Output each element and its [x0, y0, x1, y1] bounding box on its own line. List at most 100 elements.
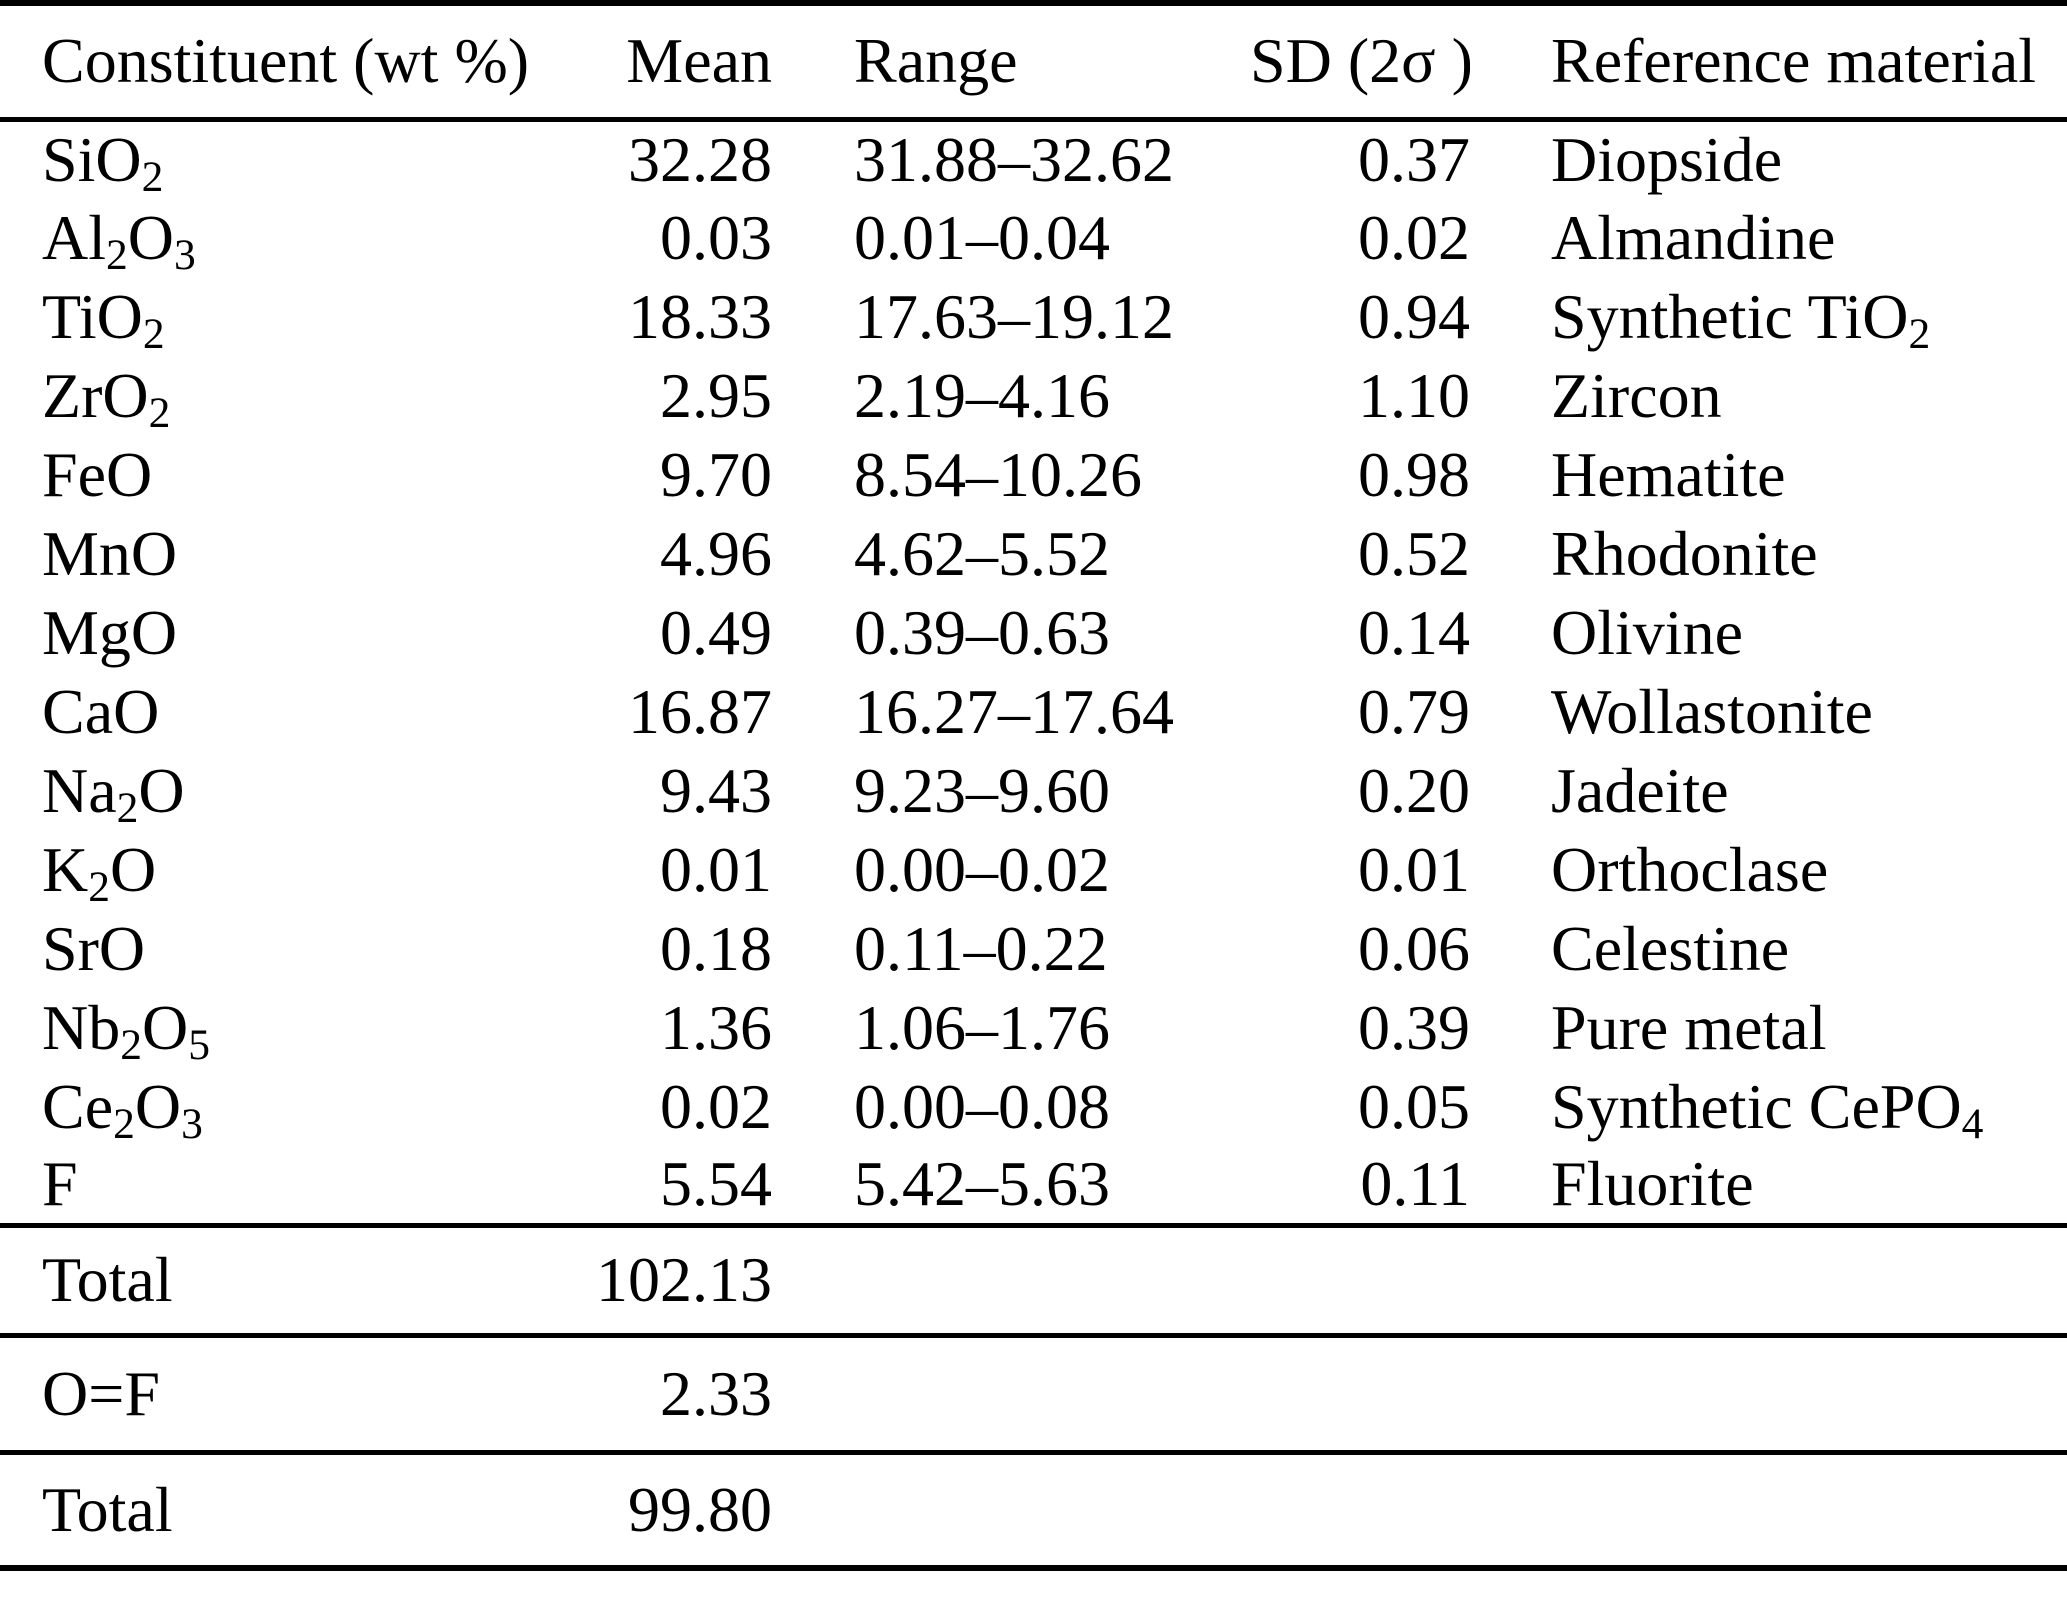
sd-cell: 0.20 — [1358, 754, 1470, 826]
sd-cell: 0.01 — [1358, 833, 1470, 905]
sd-cell: 0.11 — [1360, 1148, 1470, 1220]
table-row: FeO 9.70 8.54–10.26 0.98 Hematite — [0, 435, 2067, 514]
constituent-cell: SiO2 — [42, 123, 164, 198]
range-cell: 5.42–5.63 — [854, 1148, 1110, 1220]
mean-cell: 2.95 — [660, 359, 772, 431]
sd-cell: 0.02 — [1358, 201, 1470, 273]
reference-cell: Celestine — [1551, 912, 1790, 984]
range-cell: 0.39–0.63 — [854, 596, 1110, 668]
reference-cell: Fluorite — [1551, 1148, 1754, 1220]
constituent-cell: Nb2O5 — [42, 991, 210, 1067]
sd-cell: 0.05 — [1358, 1070, 1470, 1142]
constituent-cell: CaO — [42, 675, 160, 747]
total-gross-section: Total 102.13 — [0, 1225, 2067, 1335]
reference-cell: Olivine — [1551, 596, 1743, 668]
constituent-cell: Na2O — [42, 754, 185, 830]
constituent-cell: F — [42, 1148, 78, 1220]
reference-cell: Synthetic CePO4 — [1551, 1070, 1984, 1146]
mean-cell: 18.33 — [628, 280, 772, 352]
table-row: MgO 0.49 0.39–0.63 0.14 Olivine — [0, 593, 2067, 672]
mean-cell: 0.49 — [660, 596, 772, 668]
total-label: Total — [42, 1473, 173, 1545]
table-row: TiO2 18.33 17.63–19.12 0.94 Synthetic Ti… — [0, 277, 2067, 356]
constituent-cell: TiO2 — [42, 280, 165, 356]
reference-cell: Orthoclase — [1551, 833, 1829, 905]
col-header-sd: SD (2σ ) — [1250, 25, 1470, 97]
table-row: SrO 0.18 0.11–0.22 0.06 Celestine — [0, 909, 2067, 988]
sd-cell: 0.14 — [1358, 596, 1470, 668]
sd-cell: 0.98 — [1358, 438, 1470, 510]
mean-cell: 9.43 — [660, 754, 772, 826]
sd-cell: 0.52 — [1358, 517, 1470, 589]
oxygen-fluorine-correction-section: O=F 2.33 — [0, 1335, 2067, 1452]
constituent-cell: ZrO2 — [42, 359, 171, 435]
sd-cell: 0.39 — [1358, 991, 1470, 1063]
table-body: SiO2 32.28 31.88–32.62 0.37 Diopside Al2… — [0, 119, 2067, 1225]
range-cell: 8.54–10.26 — [854, 438, 1142, 510]
reference-cell: Almandine — [1551, 201, 1836, 273]
mean-cell: 0.18 — [660, 912, 772, 984]
mean-cell: 9.70 — [660, 438, 772, 510]
table-row: Nb2O5 1.36 1.06–1.76 0.39 Pure metal — [0, 988, 2067, 1067]
total-label: Total — [42, 1244, 173, 1315]
table-header: Constituent (wt %) Mean Range SD (2σ ) R… — [0, 3, 2067, 119]
of-correction-value: 2.33 — [660, 1357, 772, 1429]
mean-cell: 0.02 — [660, 1070, 772, 1142]
mean-cell: 16.87 — [628, 675, 772, 747]
sd-cell: 1.10 — [1358, 359, 1470, 431]
of-correction-label: O=F — [42, 1357, 160, 1429]
table-row: Al2O3 0.03 0.01–0.04 0.02 Almandine — [0, 198, 2067, 277]
empty-cell — [772, 1452, 2067, 1568]
range-cell: 4.62–5.52 — [854, 517, 1110, 589]
table-row: MnO 4.96 4.62–5.52 0.52 Rhodonite — [0, 514, 2067, 593]
range-cell: 0.01–0.04 — [854, 201, 1110, 273]
total-value: 99.80 — [628, 1473, 772, 1545]
header-row: Constituent (wt %) Mean Range SD (2σ ) R… — [0, 3, 2067, 119]
range-cell: 2.19–4.16 — [854, 359, 1110, 431]
sd-cell: 0.94 — [1358, 280, 1470, 352]
reference-cell: Hematite — [1551, 438, 1786, 510]
constituent-cell: MnO — [42, 517, 178, 589]
table-row: Na2O 9.43 9.23–9.60 0.20 Jadeite — [0, 751, 2067, 830]
table-row: CaO 16.87 16.27–17.64 0.79 Wollastonite — [0, 672, 2067, 751]
reference-cell: Wollastonite — [1551, 675, 1873, 747]
total-net-section: Total 99.80 — [0, 1452, 2067, 1568]
range-cell: 17.63–19.12 — [854, 280, 1174, 352]
range-cell: 0.11–0.22 — [854, 912, 1108, 984]
range-cell: 9.23–9.60 — [854, 754, 1110, 826]
col-header-range: Range — [854, 25, 1018, 97]
col-header-mean: Mean — [626, 25, 772, 97]
range-cell: 0.00–0.08 — [854, 1070, 1110, 1142]
table-row: ZrO2 2.95 2.19–4.16 1.10 Zircon — [0, 356, 2067, 435]
mean-cell: 0.03 — [660, 201, 772, 273]
mean-cell: 0.01 — [660, 833, 772, 905]
constituent-cell: Ce2O3 — [42, 1070, 203, 1146]
range-cell: 1.06–1.76 — [854, 991, 1110, 1063]
reference-cell: Pure metal — [1551, 991, 1827, 1063]
table-row: F 5.54 5.42–5.63 0.11 Fluorite — [0, 1146, 2067, 1225]
mean-cell: 1.36 — [660, 991, 772, 1063]
table-row: SiO2 32.28 31.88–32.62 0.37 Diopside — [0, 119, 2067, 198]
reference-cell: Rhodonite — [1551, 517, 1818, 589]
constituent-cell: SrO — [42, 912, 146, 984]
mean-cell: 4.96 — [660, 517, 772, 589]
mean-cell: 32.28 — [628, 123, 772, 195]
constituent-cell: Al2O3 — [42, 201, 196, 277]
sd-cell: 0.06 — [1358, 912, 1470, 984]
reference-cell: Synthetic TiO2 — [1551, 280, 1931, 356]
range-cell: 0.00–0.02 — [854, 833, 1110, 905]
range-cell: 31.88–32.62 — [854, 123, 1174, 195]
constituent-cell: K2O — [42, 833, 157, 909]
table-row: Ce2O3 0.02 0.00–0.08 0.05 Synthetic CePO… — [0, 1067, 2067, 1146]
col-header-constituent: Constituent (wt %) — [42, 25, 530, 97]
reference-cell: Diopside — [1551, 123, 1783, 195]
oxygen-fluorine-correction-row: O=F 2.33 — [0, 1335, 2067, 1452]
empty-cell — [772, 1225, 2067, 1335]
constituent-cell: FeO — [42, 438, 153, 510]
reference-cell: Zircon — [1551, 359, 1722, 431]
total-gross-row: Total 102.13 — [0, 1225, 2067, 1335]
mean-cell: 5.54 — [660, 1148, 772, 1220]
table-row: K2O 0.01 0.00–0.02 0.01 Orthoclase — [0, 830, 2067, 909]
